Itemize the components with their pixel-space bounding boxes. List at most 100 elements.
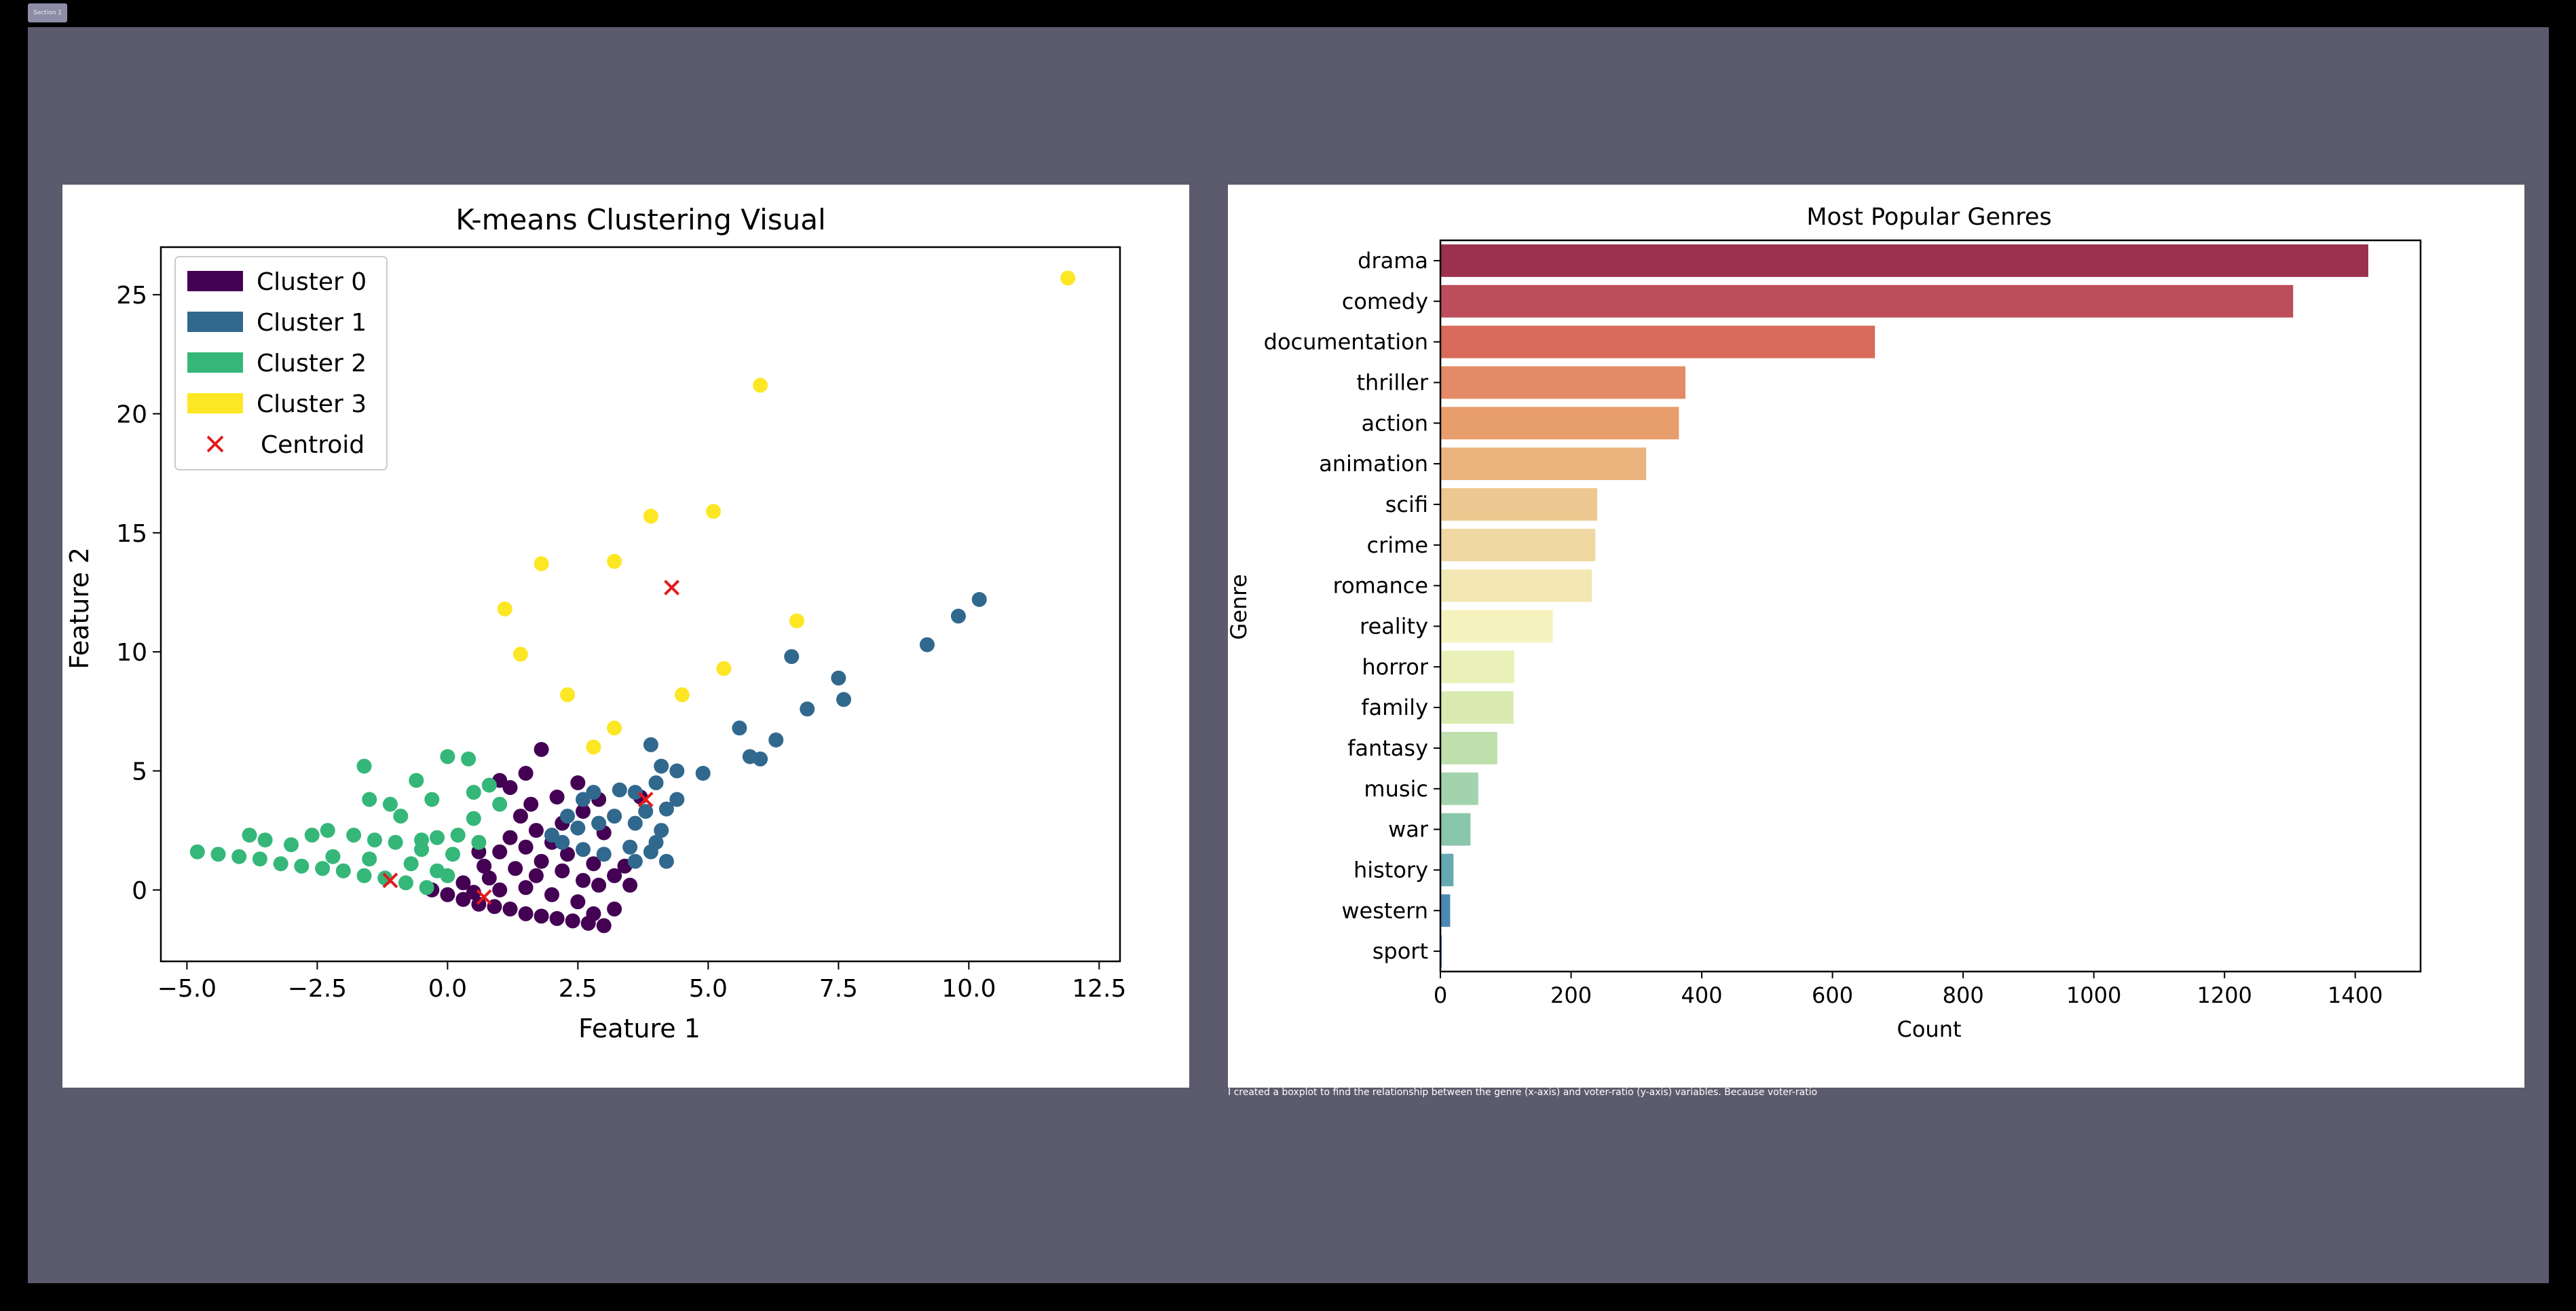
x-tick-label: 0.0 [428, 975, 467, 1003]
cluster-0-point [518, 906, 534, 921]
genre-label: drama [1358, 248, 1428, 274]
scatter-x-axis-label: Feature 1 [578, 1014, 701, 1044]
cluster-0-point [549, 910, 565, 926]
cluster-0-point [512, 809, 528, 824]
cluster-0-point [502, 780, 518, 795]
cluster-1-point [971, 592, 987, 607]
cluster-0-point [607, 868, 622, 883]
x-tick-label: 600 [1812, 982, 1853, 1008]
genre-label: comedy [1342, 289, 1428, 314]
cluster-1-point [627, 785, 643, 800]
scatter-points-layer [189, 270, 1076, 934]
cluster-3-point [607, 720, 622, 736]
genre-label: fantasy [1347, 735, 1428, 761]
cluster-2-point [252, 851, 267, 867]
cluster-1-point [591, 815, 607, 831]
genre-bar-fantasy [1440, 732, 1497, 764]
cluster-1-point [648, 775, 664, 790]
cluster-2-point [461, 751, 477, 767]
genre-label: western [1341, 898, 1428, 923]
cluster-2-point [362, 851, 377, 867]
y-tick-label: 10 [116, 639, 147, 667]
scatter-plot-frame [160, 246, 1121, 963]
cluster-2-point [398, 875, 413, 891]
cluster-0-point [586, 906, 601, 921]
cluster-2-point [382, 796, 398, 812]
cluster-1-point [622, 839, 638, 855]
cluster-0-point [477, 858, 492, 874]
x-tick-label: 200 [1550, 982, 1592, 1008]
x-tick-label: 1400 [2328, 982, 2383, 1008]
cluster-1-point [669, 763, 685, 779]
genre-label: reality [1360, 613, 1428, 639]
cluster-3-point [560, 687, 575, 703]
genre-label: horror [1362, 654, 1428, 680]
bar-plot-frame [1439, 239, 2422, 973]
cluster-0-point [570, 775, 586, 790]
genre-bar-music [1440, 772, 1478, 805]
cluster-0-point [622, 877, 638, 893]
legend-swatch [187, 352, 243, 373]
cluster-1-point [836, 692, 851, 707]
cluster-2-point [440, 868, 455, 883]
y-tick-label: 15 [116, 520, 147, 548]
genre-bar-comedy [1440, 284, 2294, 318]
cluster-1-point [768, 732, 784, 747]
legend-swatch [187, 393, 243, 413]
cluster-2-point [466, 811, 481, 826]
cluster-1-point [919, 637, 935, 652]
cluster-2-point [335, 863, 351, 879]
cluster-2-point [388, 834, 403, 850]
cluster-0-point [565, 913, 580, 929]
genre-label: music [1364, 776, 1428, 802]
scatter-legend: Cluster 0 Cluster 1 Cluster 2 Cluster 3 Cent… [174, 256, 388, 470]
legend-box [174, 256, 388, 470]
cluster-2-point [393, 809, 409, 824]
cluster-1-point [654, 823, 669, 838]
cluster-0-point [502, 830, 518, 845]
cluster-2-point [367, 832, 382, 848]
cluster-1-point [627, 815, 643, 831]
cluster-0-point [440, 887, 455, 902]
cluster-0-point [492, 844, 508, 860]
x-tick-label: 800 [1943, 982, 1984, 1008]
cluster-0-point [492, 882, 508, 898]
cluster-0-point [576, 872, 591, 888]
cluster-2-point [403, 856, 419, 872]
centroid-marker [476, 889, 492, 905]
section-tab[interactable]: Section 1 [28, 3, 67, 22]
cluster-2-point [362, 792, 377, 807]
x-tick-label: 12.5 [1072, 975, 1126, 1003]
cluster-2-point [377, 870, 393, 886]
y-tick-label: 20 [116, 401, 147, 428]
cluster-1-point [570, 820, 586, 836]
cluster-0-point [570, 894, 586, 910]
cluster-0-point [528, 823, 544, 838]
cluster-3-point [607, 553, 622, 569]
genre-label: crime [1367, 532, 1429, 558]
genre-bar-romance [1440, 569, 1592, 602]
cluster-3-point [706, 504, 721, 519]
cluster-2-point [257, 832, 273, 848]
cluster-3-point [643, 509, 658, 524]
genre-label: animation [1319, 451, 1428, 477]
genre-bar-animation [1440, 447, 1647, 481]
cluster-1-point [555, 834, 570, 850]
x-tick-label: −5.0 [157, 975, 217, 1003]
cluster-0-point [518, 839, 534, 855]
cluster-2-point [471, 834, 487, 850]
genre-bar-crime [1440, 528, 1596, 561]
x-tick-label: 0 [1434, 982, 1447, 1008]
cluster-3-point [586, 739, 601, 755]
cluster-2-point [242, 828, 257, 843]
cluster-2-point [414, 842, 429, 857]
cluster-1-point [612, 782, 627, 798]
cluster-1-point [658, 801, 674, 817]
cluster-2-point [231, 849, 247, 864]
cluster-1-point [586, 785, 601, 800]
genre-bar-action [1440, 407, 1679, 440]
bar-chart-title: Most Popular Genres [1806, 204, 2051, 231]
cluster-0-point [518, 766, 534, 781]
cluster-1-point [784, 649, 800, 665]
scatter-title: K-means Clustering Visual [455, 203, 825, 236]
